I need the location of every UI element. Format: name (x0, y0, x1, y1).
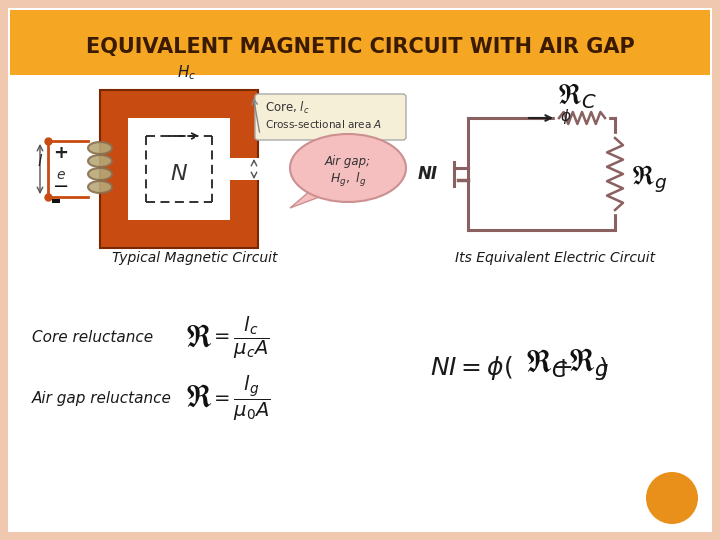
Bar (100, 90, 258, 248)
Text: $\mathfrak{R}$: $\mathfrak{R}$ (185, 382, 212, 414)
Text: $N$: $N$ (170, 163, 188, 185)
Bar (230, 158, 262, 180)
Ellipse shape (88, 181, 112, 193)
Text: $\mathfrak{R}_g$: $\mathfrak{R}_g$ (631, 163, 667, 194)
Text: $\mathfrak{R}_C$: $\mathfrak{R}_C$ (557, 81, 597, 111)
Bar (52, 199, 60, 203)
Text: $NI = \phi($: $NI = \phi($ (430, 354, 513, 382)
Text: EQUIVALENT MAGNETIC CIRCUIT WITH AIR GAP: EQUIVALENT MAGNETIC CIRCUIT WITH AIR GAP (86, 37, 634, 57)
Text: NI: NI (418, 165, 438, 183)
Ellipse shape (290, 134, 406, 202)
Text: $= \dfrac{l_c}{\mu_c A}$: $= \dfrac{l_c}{\mu_c A}$ (210, 315, 270, 361)
Text: $\mathfrak{R}$: $\mathfrak{R}$ (185, 322, 212, 354)
Text: $\mathfrak{R}_g$: $\mathfrak{R}_g$ (568, 346, 610, 382)
Bar (128, 118, 230, 220)
Text: $ +$: $ +$ (552, 356, 572, 380)
FancyBboxPatch shape (8, 8, 712, 532)
Text: $H_g,\ l_g$: $H_g,\ l_g$ (330, 171, 366, 189)
Text: $\mathfrak{R}_C$: $\mathfrak{R}_C$ (525, 348, 569, 380)
Text: Cross-sectional area $A$: Cross-sectional area $A$ (265, 118, 382, 130)
Text: Typical Magnetic Circuit: Typical Magnetic Circuit (112, 251, 278, 265)
Text: Core, $l_c$: Core, $l_c$ (265, 100, 310, 116)
Polygon shape (290, 180, 338, 208)
Text: Its Equivalent Electric Circuit: Its Equivalent Electric Circuit (455, 251, 655, 265)
Text: $= \dfrac{l_g}{\mu_0 A}$: $= \dfrac{l_g}{\mu_0 A}$ (210, 374, 271, 423)
Ellipse shape (88, 168, 112, 180)
Text: Core reluctance: Core reluctance (32, 330, 153, 346)
Text: $H_c$: $H_c$ (177, 63, 197, 82)
Bar (10, 10, 710, 75)
Text: $\phi$: $\phi$ (560, 106, 572, 125)
Text: $l$: $l$ (37, 153, 43, 169)
Text: −: − (53, 177, 69, 196)
Ellipse shape (88, 155, 112, 167)
Ellipse shape (88, 142, 112, 154)
Text: +: + (53, 144, 68, 162)
Text: Air gap;: Air gap; (325, 156, 371, 168)
Text: $e$: $e$ (56, 168, 66, 182)
Circle shape (646, 472, 698, 524)
FancyBboxPatch shape (255, 94, 406, 140)
Text: $)$: $)$ (598, 355, 608, 381)
Text: Air gap reluctance: Air gap reluctance (32, 390, 172, 406)
